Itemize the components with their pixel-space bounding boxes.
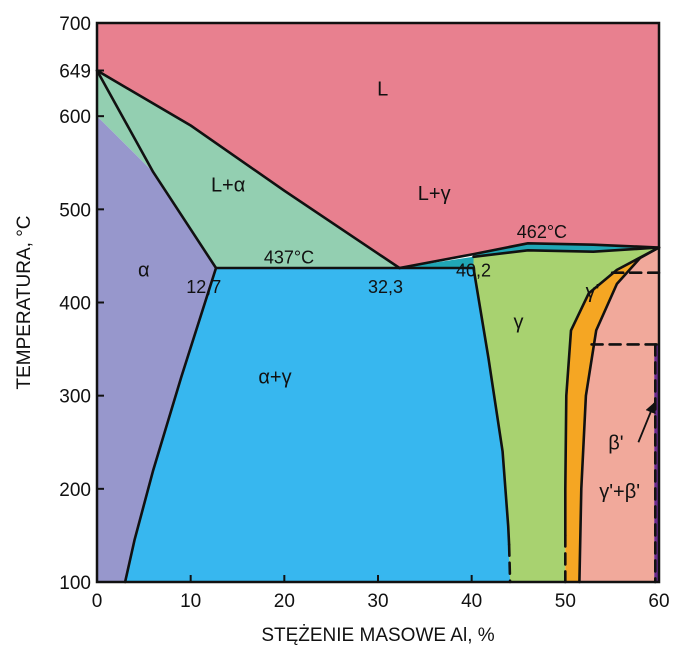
- y-tick-label-500: 500: [59, 200, 91, 221]
- region-label-alpha-gamma: α+γ: [258, 367, 291, 389]
- point-label-0: 12,7: [186, 277, 221, 297]
- y-tick-label-100: 100: [59, 573, 91, 594]
- phase-boundary-7: [472, 246, 661, 259]
- region-L-gamma-strip: [399, 243, 659, 268]
- x-tick-label-10: 10: [180, 591, 201, 612]
- region-label-L-alpha: L+α: [211, 175, 245, 197]
- region-label-L-gamma: L+γ: [418, 183, 451, 205]
- phase-boundary-2: [123, 266, 218, 584]
- region-label-gamma-prime-beta-prime: γ'+β': [599, 481, 640, 503]
- x-tick-label-20: 20: [274, 591, 295, 612]
- region-label-L: L: [377, 79, 388, 101]
- y-tick-label-700: 700: [59, 14, 91, 35]
- region-gamma-prime-beta-prime: [579, 247, 659, 582]
- phase-boundary-6: [398, 242, 661, 270]
- y-tick-label-400: 400: [59, 294, 91, 315]
- region-gamma-prime: [565, 247, 659, 582]
- point-label-4: 462°C: [517, 222, 567, 242]
- boundaries-layer: [95, 69, 661, 584]
- x-axis-label: STĘŻENIE MASOWE Al, %: [261, 625, 494, 646]
- phase-boundary-5: [507, 543, 512, 584]
- labels-layer: L L+α α α+γ L+γ γ γ' γ'+β' β' 12,7 32,3 40,2 437°C 46…: [138, 79, 656, 503]
- phase-boundary-1: [95, 69, 218, 270]
- region-gamma: [473, 247, 659, 582]
- y-axis-label: TEMPERATURA, °C: [14, 215, 35, 389]
- y-tick-label-300: 300: [59, 387, 91, 408]
- y-tick-label-200: 200: [59, 480, 91, 501]
- region-alpha: [97, 116, 216, 582]
- phase-boundary-8: [563, 246, 661, 537]
- phase-boundary-10: [578, 246, 661, 584]
- region-label-beta-prime: β': [608, 433, 623, 455]
- x-tick-label-50: 50: [555, 591, 576, 612]
- beta-prime-arrow: [637, 402, 656, 443]
- region-alpha-gamma: [125, 268, 511, 582]
- region-label-gamma-prime: γ': [586, 281, 600, 303]
- x-tick-label-60: 60: [648, 591, 669, 612]
- region-label-alpha: α: [138, 259, 150, 281]
- y-tick-label-600: 600: [59, 107, 91, 128]
- phase-boundary-0: [95, 69, 401, 270]
- x-tick-label-40: 40: [461, 591, 482, 612]
- region-label-gamma: γ: [514, 312, 524, 334]
- point-label-2: 40,2: [456, 260, 491, 280]
- x-tick-label-30: 30: [367, 591, 388, 612]
- region-L: [97, 23, 659, 268]
- y-tick-label-649: 649: [59, 62, 91, 83]
- ticks-layer: 0 10 20 30 40 50 60 100 200 300 400 500 600 649 700: [59, 14, 669, 612]
- phase-boundary-4: [472, 266, 511, 547]
- point-label-3: 437°C: [264, 247, 314, 267]
- point-label-1: 32,3: [368, 277, 403, 297]
- regions-layer: [97, 23, 659, 582]
- x-tick-label-0: 0: [92, 591, 103, 612]
